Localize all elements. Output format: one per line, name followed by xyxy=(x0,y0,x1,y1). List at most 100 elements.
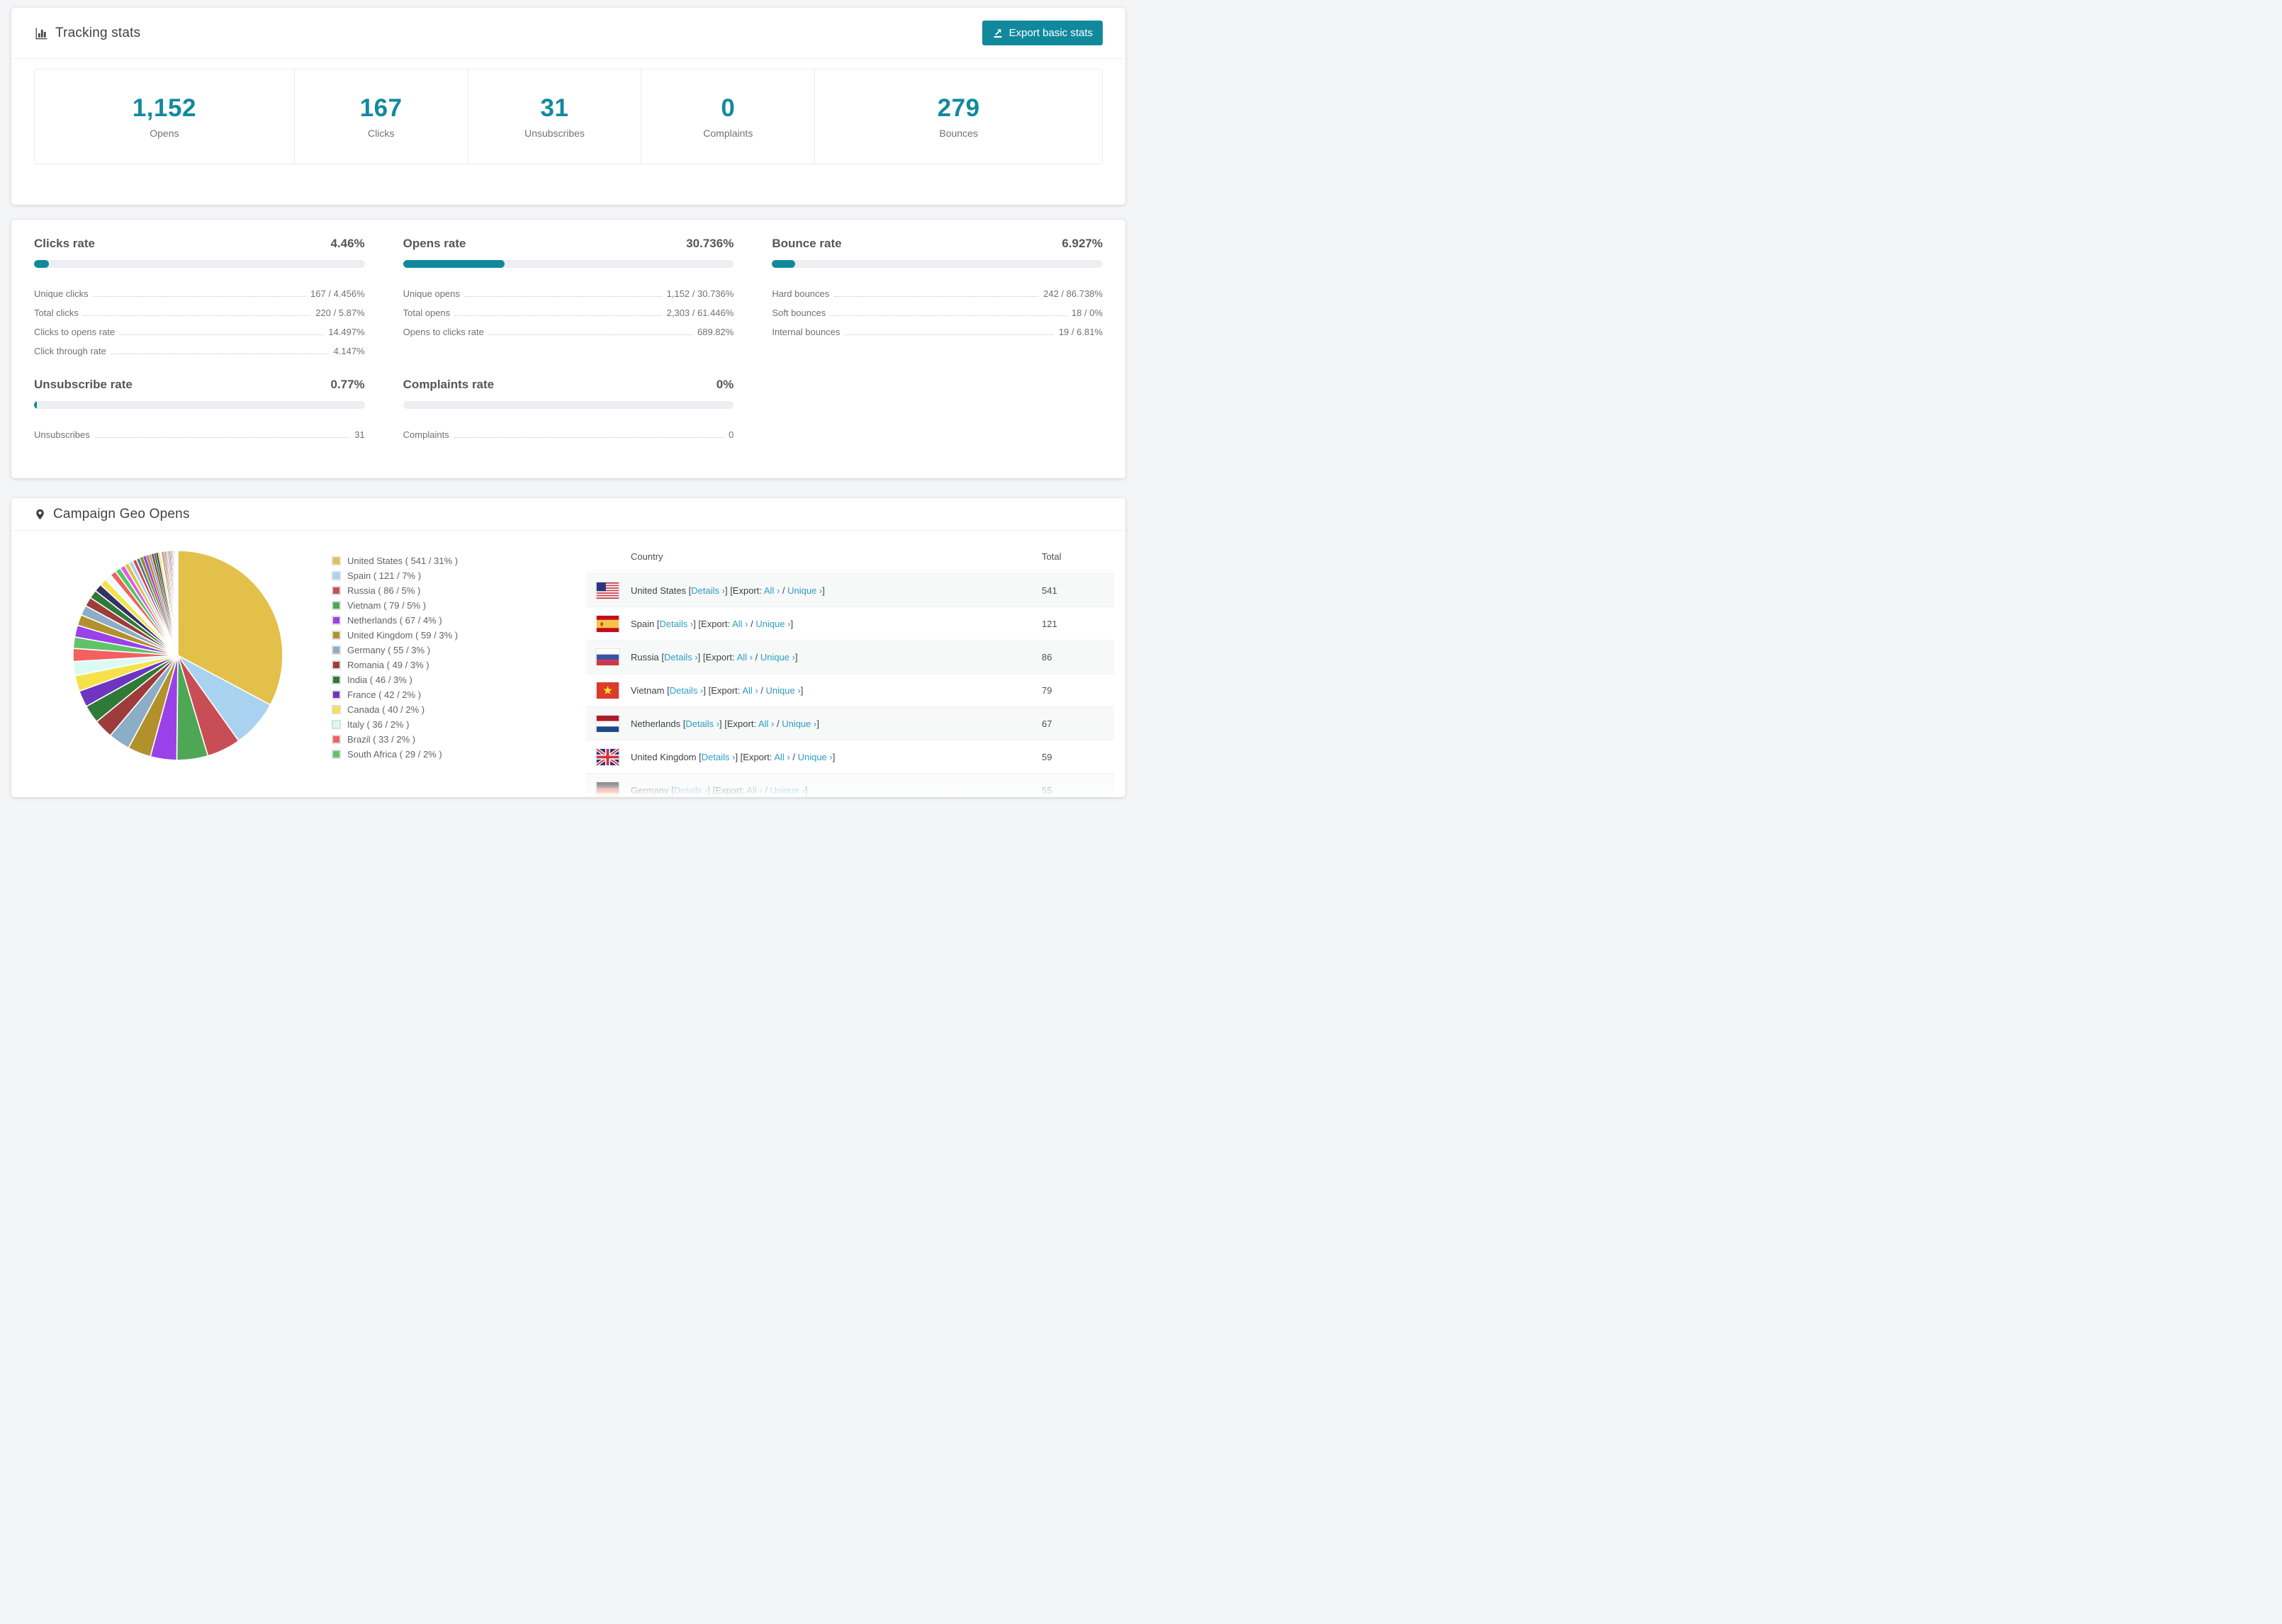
detail-label: Internal bounces xyxy=(772,327,841,337)
detail-value: 4.147% xyxy=(333,346,365,356)
bar-chart-icon xyxy=(34,26,48,40)
export-all-link[interactable]: All › xyxy=(758,718,775,729)
rate-progress-bar xyxy=(34,401,365,409)
export-all-link[interactable]: All › xyxy=(763,585,780,596)
stat-label: Clicks xyxy=(367,128,395,139)
details-link[interactable]: Details › xyxy=(669,684,704,696)
legend-label: India ( 46 / 3% ) xyxy=(347,675,412,685)
detail-value: 14.497% xyxy=(328,327,365,337)
details-link[interactable]: Details › xyxy=(659,618,694,629)
export-all-link[interactable]: All › xyxy=(742,684,758,696)
export-unique-link[interactable]: Unique › xyxy=(760,651,795,662)
country-cell: Germany [Details ›] [Export: All › / Uni… xyxy=(631,785,1042,796)
rate-detail-row: Total opens 2,303 / 61.446% xyxy=(403,299,734,318)
legend-label: Russia ( 86 / 5% ) xyxy=(347,585,421,596)
detail-value: 689.82% xyxy=(697,327,734,337)
export-basic-stats-button[interactable]: Export basic stats xyxy=(982,21,1103,45)
legend-swatch xyxy=(332,556,341,565)
detail-value: 220 / 5.87% xyxy=(315,308,365,318)
legend-item[interactable]: Russia ( 86 / 5% ) xyxy=(332,583,458,598)
detail-label: Unique opens xyxy=(403,288,460,299)
legend-item[interactable]: France ( 42 / 2% ) xyxy=(332,687,458,702)
legend-item[interactable]: United Kingdom ( 59 / 3% ) xyxy=(332,628,458,643)
legend-item[interactable]: Romania ( 49 / 3% ) xyxy=(332,658,458,672)
detail-value: 18 / 0% xyxy=(1071,308,1103,318)
stat-box-clicks: 167 Clicks xyxy=(293,69,468,164)
rate-detail-row: Click through rate 4.147% xyxy=(34,337,365,356)
legend-item[interactable]: Brazil ( 33 / 2% ) xyxy=(332,732,458,747)
legend-item[interactable]: Vietnam ( 79 / 5% ) xyxy=(332,598,458,613)
export-unique-link[interactable]: Unique › xyxy=(782,718,817,729)
bracket-text: [ xyxy=(682,718,686,729)
flag-icon-es xyxy=(596,615,619,632)
table-row-nl: Netherlands [Details ›] [Export: All › /… xyxy=(586,706,1114,740)
export-unique-link[interactable]: Unique › xyxy=(797,751,833,762)
export-unique-link[interactable]: Unique › xyxy=(770,784,805,796)
total-cell: 541 xyxy=(1042,585,1057,596)
rate-progress-bar xyxy=(34,260,365,268)
legend-item[interactable]: Germany ( 55 / 3% ) xyxy=(332,643,458,658)
export-unique-link[interactable]: Unique › xyxy=(787,585,823,596)
country-name: Vietnam xyxy=(631,684,668,696)
details-link[interactable]: Details › xyxy=(663,651,698,662)
export-unique-link[interactable]: Unique › xyxy=(755,618,791,629)
total-cell: 79 xyxy=(1042,684,1052,696)
export-unique-link[interactable]: Unique › xyxy=(765,684,801,696)
rate-head: Clicks rate 4.46% xyxy=(34,237,365,251)
stat-label: Unsubscribes xyxy=(524,128,585,139)
details-link[interactable]: Details › xyxy=(673,784,708,796)
detail-value: 0 xyxy=(729,429,734,440)
rate-detail-row: Unsubscribes 31 xyxy=(34,421,365,440)
legend-item[interactable]: Canada ( 40 / 2% ) xyxy=(332,702,458,717)
country-cell: United Kingdom [Details ›] [Export: All … xyxy=(631,752,1042,762)
legend-item[interactable]: Spain ( 121 / 7% ) xyxy=(332,568,458,583)
stat-box-bounces: 279 Bounces xyxy=(814,69,1102,164)
bracket-text: [ xyxy=(667,684,670,696)
legend-label: Canada ( 40 / 2% ) xyxy=(347,704,425,715)
flag-icon-de xyxy=(596,782,619,797)
detail-label: Total clicks xyxy=(34,308,79,318)
page-title: Tracking stats xyxy=(55,25,141,40)
legend-label: Germany ( 55 / 3% ) xyxy=(347,645,431,655)
campaign-geo-opens-card: Campaign Geo Opens United States ( 541 /… xyxy=(11,498,1125,797)
legend-item[interactable]: South Africa ( 29 / 2% ) xyxy=(332,747,458,762)
legend-item[interactable]: Italy ( 36 / 2% ) xyxy=(332,717,458,732)
total-cell: 86 xyxy=(1042,651,1052,662)
table-row-ru: Russia [Details ›] [Export: All › / Uniq… xyxy=(586,640,1114,673)
legend-item[interactable]: Netherlands ( 67 / 4% ) xyxy=(332,613,458,628)
bracket-text: ] [Export: xyxy=(693,618,733,629)
rate-detail-rows: Unsubscribes 31 xyxy=(34,421,365,440)
dotted-leader xyxy=(83,315,311,316)
geo-header: Campaign Geo Opens xyxy=(11,498,1125,530)
geo-table-header: Country Total xyxy=(586,530,1114,573)
export-all-link[interactable]: All › xyxy=(736,651,753,662)
rate-detail-row: Total clicks 220 / 5.87% xyxy=(34,299,365,318)
details-link[interactable]: Details › xyxy=(685,718,720,729)
legend-swatch xyxy=(332,735,341,744)
slash-text: / xyxy=(789,751,798,762)
bracket-text: ] xyxy=(832,751,836,762)
export-all-link[interactable]: All › xyxy=(732,618,748,629)
details-link[interactable]: Details › xyxy=(701,751,736,762)
country-name: United States xyxy=(631,585,689,596)
country-name: Netherlands xyxy=(631,718,683,729)
detail-label: Unique clicks xyxy=(34,288,89,299)
legend-label: Vietnam ( 79 / 5% ) xyxy=(347,600,427,611)
export-icon xyxy=(992,28,1004,39)
legend-label: South Africa ( 29 / 2% ) xyxy=(347,749,442,760)
rate-detail-row: Soft bounces 18 / 0% xyxy=(772,299,1103,318)
pie-slice-united-states[interactable] xyxy=(177,550,283,706)
export-all-link[interactable]: All › xyxy=(746,784,763,796)
rates-grid: Clicks rate 4.46% Unique clicks 167 / 4.456… xyxy=(11,220,1125,440)
rate-block-opens-rate: Opens rate 30.736% Unique opens 1,152 / 30.… xyxy=(403,237,734,356)
details-link[interactable]: Details › xyxy=(691,585,725,596)
country-cell: United States [Details ›] [Export: All ›… xyxy=(631,585,1042,596)
rate-value: 0% xyxy=(716,378,734,391)
column-header-total: Total xyxy=(1042,551,1062,562)
rate-progress-bar xyxy=(772,260,1103,268)
legend-item[interactable]: United States ( 541 / 31% ) xyxy=(332,553,458,568)
tracking-stats-header: Tracking stats Export basic stats xyxy=(11,8,1125,58)
total-cell: 121 xyxy=(1042,618,1057,629)
export-all-link[interactable]: All › xyxy=(774,751,790,762)
legend-item[interactable]: India ( 46 / 3% ) xyxy=(332,672,458,687)
